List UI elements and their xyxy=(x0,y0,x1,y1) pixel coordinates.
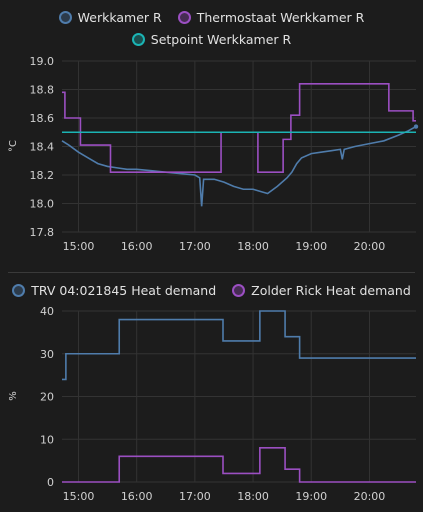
legend-item[interactable]: Werkkamer R xyxy=(58,6,162,28)
y-tick-label: 18.0 xyxy=(30,198,55,211)
y-tick-label: 17.8 xyxy=(30,226,55,239)
legend-label: Zolder Rick Heat demand xyxy=(251,282,411,298)
legend-item[interactable]: Setpoint Werkkamer R xyxy=(131,28,292,50)
x-tick-label: 17:00 xyxy=(179,490,211,503)
y-tick-label: 18.6 xyxy=(30,112,55,125)
legend-swatch-icon xyxy=(58,10,72,24)
y-axis-label: °C xyxy=(8,140,19,152)
y-tick-label: 0 xyxy=(47,476,54,489)
y-tick-label: 20 xyxy=(40,391,54,404)
legend-label: Setpoint Werkkamer R xyxy=(150,31,292,47)
temperature-chart: 19.0 18.8 18.6 18.4 18.2 18.0 17.8 15:00 16:00 17… xyxy=(8,55,419,253)
y-tick-label: 40 xyxy=(40,305,54,318)
y-tick-label: 18.4 xyxy=(30,141,55,154)
x-tick-label: 16:00 xyxy=(121,240,153,253)
x-tick-label: 15:00 xyxy=(63,490,95,503)
y-tick-label: 10 xyxy=(40,433,54,446)
x-tick-label: 16:00 xyxy=(121,490,153,503)
legend-label: TRV 04:021845 Heat demand xyxy=(31,282,217,298)
legend-item[interactable]: Thermostaat Werkkamer R xyxy=(177,6,365,28)
y-tick-label: 19.0 xyxy=(30,55,55,68)
legend-item[interactable]: Zolder Rick Heat demand xyxy=(232,279,411,301)
y-axis-label: % xyxy=(8,391,19,401)
y-tick-label: 30 xyxy=(40,348,54,361)
x-tick-label: 20:00 xyxy=(354,490,386,503)
legend-top: Werkkamer R Thermostaat Werkkamer R Setpoi… xyxy=(0,6,423,50)
x-tick-label: 20:00 xyxy=(354,240,386,253)
legend-bottom: TRV 04:021845 Heat demand Zolder Rick Hea… xyxy=(0,279,423,301)
divider xyxy=(8,272,415,273)
series-end-point xyxy=(413,124,419,129)
legend-swatch-icon xyxy=(232,283,246,297)
x-tick-label: 17:00 xyxy=(179,240,211,253)
series-line-0 xyxy=(61,125,417,207)
series-line-1 xyxy=(62,447,416,483)
legend-swatch-icon xyxy=(177,10,191,24)
x-tick-label: 15:00 xyxy=(63,240,95,253)
x-tick-label: 19:00 xyxy=(295,240,327,253)
legend-swatch-icon xyxy=(12,283,26,297)
legend-swatch-icon xyxy=(131,32,145,46)
x-tick-label: 18:00 xyxy=(237,240,269,253)
legend-item[interactable]: TRV 04:021845 Heat demand xyxy=(12,279,216,301)
x-tick-label: 19:00 xyxy=(295,490,327,503)
legend-label: Thermostaat Werkkamer R xyxy=(196,9,365,25)
y-tick-label: 18.8 xyxy=(30,84,55,97)
y-tick-label: 18.2 xyxy=(30,169,55,182)
series-line-0 xyxy=(62,310,416,381)
legend-label: Werkkamer R xyxy=(77,9,162,25)
x-tick-label: 18:00 xyxy=(237,490,269,503)
